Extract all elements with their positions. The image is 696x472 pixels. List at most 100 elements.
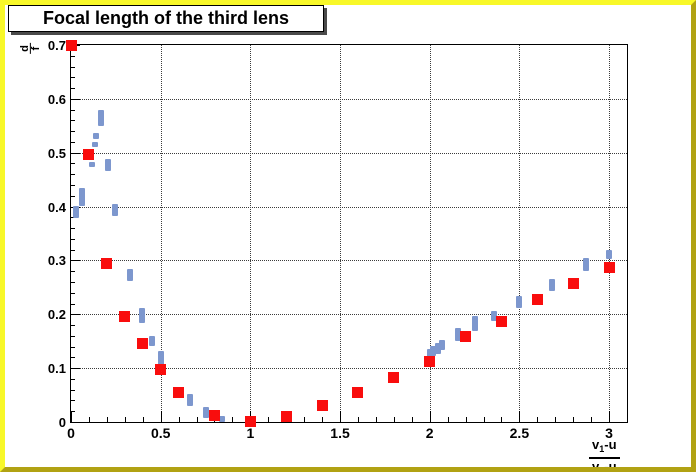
data-point-blue xyxy=(97,109,104,126)
x-major-tick xyxy=(519,411,521,422)
y-minor-tick xyxy=(71,109,75,111)
y-minor-tick xyxy=(71,88,75,90)
y-minor-tick xyxy=(71,271,75,273)
y-axis-fraction: d f xyxy=(18,42,42,54)
y-axis-numerator: d xyxy=(18,42,31,54)
gridline-horizontal xyxy=(71,314,627,316)
data-point-red xyxy=(244,415,256,427)
data-point-blue xyxy=(471,315,478,331)
y-tick-label: 0.7 xyxy=(47,38,66,53)
y-minor-tick xyxy=(71,292,75,294)
x-minor-tick xyxy=(357,417,359,422)
y-minor-tick xyxy=(71,195,75,197)
x-minor-tick xyxy=(537,417,539,422)
x-axis-denominator: v2-u xyxy=(592,459,617,472)
data-point-red xyxy=(101,257,113,269)
y-tick-label: 0.2 xyxy=(47,307,66,323)
x-tick-label: 2 xyxy=(425,425,434,441)
data-point-red xyxy=(83,148,95,160)
x-major-tick xyxy=(160,411,162,422)
y-minor-tick xyxy=(71,303,75,305)
y-minor-tick xyxy=(71,281,75,283)
data-point-blue xyxy=(187,393,194,406)
x-minor-tick xyxy=(106,417,108,422)
data-point-blue xyxy=(430,345,437,357)
gridline-horizontal xyxy=(71,98,627,100)
y-minor-tick xyxy=(71,120,75,122)
y-minor-tick xyxy=(71,185,75,187)
x-minor-tick xyxy=(591,417,593,422)
data-point-red xyxy=(460,331,472,343)
y-minor-tick xyxy=(71,335,75,337)
x-major-tick xyxy=(429,411,431,422)
y-tick-label: 0.3 xyxy=(47,253,66,269)
gridline-horizontal xyxy=(71,206,627,208)
data-point-blue xyxy=(491,311,498,321)
y-major-tick xyxy=(71,260,80,262)
data-point-red xyxy=(137,338,149,350)
x-minor-tick xyxy=(232,417,234,422)
y-minor-tick xyxy=(71,238,75,240)
data-point-blue xyxy=(111,203,118,217)
y-minor-tick xyxy=(71,77,75,79)
x-minor-tick xyxy=(124,417,126,422)
y-minor-tick xyxy=(71,411,75,413)
x-minor-tick xyxy=(375,417,377,422)
y-major-tick xyxy=(71,422,80,423)
data-point-blue xyxy=(127,269,134,281)
x-minor-tick xyxy=(465,417,467,422)
x-minor-tick xyxy=(555,417,557,422)
y-axis-denominator: f xyxy=(29,46,42,50)
gridline-vertical xyxy=(340,45,342,422)
data-point-blue xyxy=(157,350,164,366)
gridline-horizontal xyxy=(71,368,627,370)
x-tick-label: 2.5 xyxy=(509,425,530,441)
y-minor-tick xyxy=(71,346,75,348)
y-minor-tick xyxy=(71,389,75,391)
plot-area xyxy=(65,39,628,427)
x-major-tick xyxy=(340,411,342,422)
data-point-blue xyxy=(548,278,555,292)
y-tick-label: 0 xyxy=(58,415,66,430)
x-minor-tick xyxy=(88,417,90,422)
data-point-blue xyxy=(434,342,441,354)
data-point-blue xyxy=(92,141,99,147)
y-minor-tick xyxy=(71,141,75,143)
data-point-red xyxy=(280,411,292,423)
data-point-blue xyxy=(73,206,80,218)
data-point-red xyxy=(155,364,167,376)
y-minor-tick xyxy=(71,357,75,359)
y-minor-tick xyxy=(71,174,75,176)
data-point-blue xyxy=(606,249,613,259)
data-point-red xyxy=(424,356,436,368)
data-point-blue xyxy=(218,415,225,422)
x-minor-tick xyxy=(322,417,324,422)
y-tick-label: 0.1 xyxy=(47,361,66,377)
y-major-tick xyxy=(71,152,80,154)
y-major-tick xyxy=(71,98,80,100)
x-minor-tick xyxy=(411,417,413,422)
y-minor-tick xyxy=(71,249,75,251)
data-point-blue xyxy=(582,257,589,272)
x-axis-numerator: v1-u xyxy=(589,438,620,459)
data-point-red xyxy=(567,277,579,289)
x-minor-tick xyxy=(393,417,395,422)
data-point-blue xyxy=(455,327,462,342)
x-tick-label: 1 xyxy=(246,425,255,441)
data-point-blue xyxy=(202,406,209,419)
x-minor-tick xyxy=(483,417,485,422)
y-minor-tick xyxy=(71,378,75,380)
data-point-blue xyxy=(88,161,95,168)
data-point-blue xyxy=(516,295,523,308)
data-point-blue xyxy=(104,158,111,171)
data-point-red xyxy=(531,294,543,306)
data-point-blue xyxy=(426,348,433,359)
x-minor-tick xyxy=(196,417,198,422)
y-minor-tick xyxy=(71,217,75,219)
x-minor-tick xyxy=(178,417,180,422)
gridline-vertical xyxy=(250,45,252,422)
x-major-tick xyxy=(609,411,611,422)
x-major-tick xyxy=(71,411,72,422)
data-point-blue xyxy=(93,132,100,140)
